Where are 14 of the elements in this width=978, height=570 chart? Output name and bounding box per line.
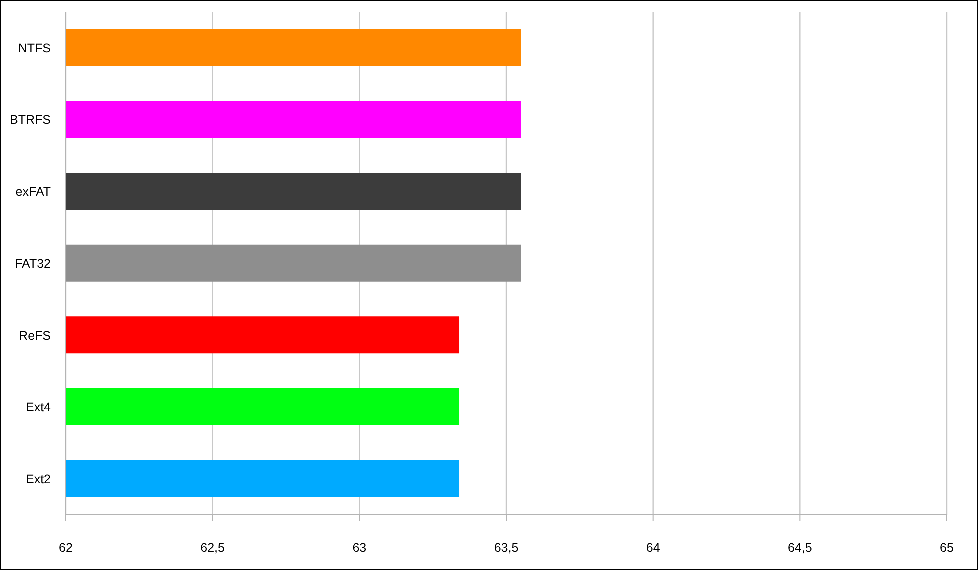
x-tick-label: 63,5 — [494, 540, 519, 555]
y-tick-label: NTFS — [18, 41, 51, 56]
y-tick-label: Ext4 — [26, 400, 52, 415]
y-tick-label: exFAT — [16, 185, 52, 200]
y-tick-label: Ext2 — [26, 472, 52, 487]
x-tick-label: 62 — [59, 540, 73, 555]
y-tick-label: BTRFS — [10, 113, 51, 128]
y-tick-label: ReFS — [19, 328, 51, 343]
y-tick-label: FAT32 — [15, 256, 52, 271]
x-tick-label: 64 — [646, 540, 660, 555]
x-tick-label: 63 — [352, 540, 367, 555]
x-tick-label: 62,5 — [200, 540, 226, 555]
x-tick-label: 65 — [940, 540, 954, 555]
x-tick-label: 64,5 — [788, 540, 812, 555]
